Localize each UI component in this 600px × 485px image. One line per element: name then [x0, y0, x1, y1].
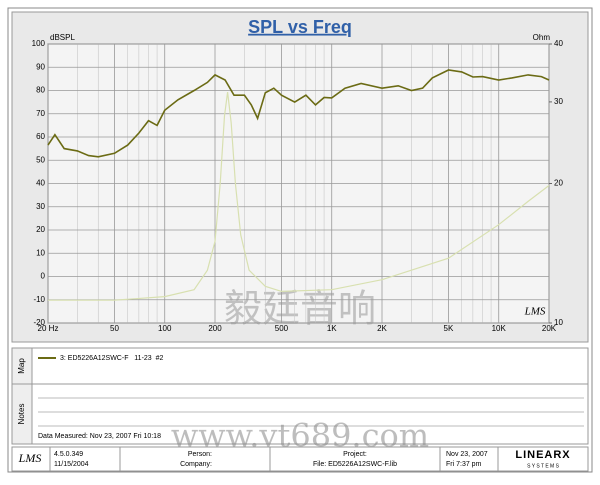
y2-tick-label: 20 [554, 179, 563, 188]
x-tick-label: 500 [275, 324, 289, 333]
y2-tick-label: 40 [554, 39, 563, 48]
y-tick-label: 70 [36, 109, 45, 118]
x-tick-label: 2K [377, 324, 387, 333]
y-tick-label: 50 [36, 155, 45, 164]
brand: LINEARX [515, 449, 570, 461]
y-tick-label: -10 [33, 295, 45, 304]
y-tick-label: 60 [36, 132, 45, 141]
series-line [47, 69, 550, 158]
footer-date: Nov 23, 2007 [446, 451, 488, 458]
y-tick-label: 10 [36, 248, 45, 257]
plot: 20 Hz 50 100 200 500 1K 2K 5K 10K 20K -20 -10 0 10 20 3… [32, 39, 564, 333]
y-tick-label: 20 [36, 225, 45, 234]
y-tick-label: 40 [36, 179, 45, 188]
project: Project: [343, 451, 367, 458]
notes-tab [11, 383, 33, 445]
footer [11, 446, 589, 472]
series-line [48, 92, 550, 301]
company: Company: [180, 461, 212, 468]
person: Person: [188, 451, 212, 458]
x-tick-label: 100 [158, 324, 172, 333]
file: File: ED5226A12SWC-F.lib [313, 461, 397, 468]
y-axis-label: dBSPL [50, 33, 75, 42]
y2-tick-label: 10 [554, 318, 563, 327]
chart-title: SPL vs Freq [248, 17, 352, 37]
y-tick-label: 30 [36, 202, 45, 211]
x-tick-label: 20 Hz [38, 324, 59, 333]
y2-tick-label: 30 [554, 97, 563, 106]
notes-label: Notes [17, 404, 26, 425]
y-tick-label: 90 [36, 62, 45, 71]
footer-dividers [49, 447, 499, 471]
lms-mark: LMS [524, 306, 546, 318]
x-tick-label: 10K [492, 324, 507, 333]
x-tick-label: 50 [110, 324, 119, 333]
notes-panel [11, 383, 589, 445]
y2-axis-label: Ohm [533, 33, 551, 42]
brand-sub: S Y S T E M S [527, 463, 560, 469]
version: 4.5.0.349 [54, 451, 83, 458]
x-tick-label: 20K [542, 324, 557, 333]
map-panel [11, 347, 589, 385]
legend-label: 3: ED5226A12SWC-F 11-23 #2 [60, 355, 163, 362]
footer-time: Fri 7:37 pm [446, 461, 482, 468]
y-tick-label: -20 [33, 318, 45, 327]
x-tick-label: 200 [208, 324, 222, 333]
watermark-chinese: 毅廷音响 [224, 287, 376, 331]
note-lines [38, 397, 584, 427]
footer-logo: LMS [18, 451, 42, 465]
y-tick-label: 80 [36, 86, 45, 95]
data-measured: Data Measured: Nov 23, 2007 Fri 10:18 [38, 433, 161, 440]
version-date: 11/15/2004 [54, 461, 89, 468]
map-label: Map [17, 358, 26, 374]
y-tick-label: 0 [41, 272, 46, 281]
y-tick-label: 100 [32, 39, 46, 48]
x-tick-label: 5K [444, 324, 454, 333]
x-tick-label: 1K [327, 324, 337, 333]
